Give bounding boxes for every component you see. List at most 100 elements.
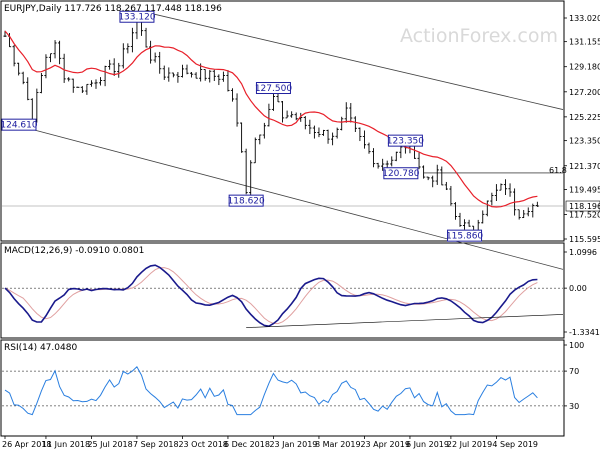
macd-tick-label: 1.0996 — [569, 248, 597, 257]
candle — [240, 122, 244, 153]
candle — [362, 130, 367, 149]
candle — [149, 40, 153, 64]
candle — [494, 184, 498, 202]
time-tick-label: 11 Jun 2018 — [42, 440, 90, 449]
price-tick-label: 119.495 — [569, 186, 600, 195]
candle — [340, 116, 344, 131]
candle — [89, 80, 94, 87]
price-tick-label: 125.225 — [569, 113, 600, 122]
candle — [126, 43, 130, 54]
candle — [326, 129, 330, 144]
candle — [517, 209, 521, 220]
time-tick-label: 23 Jan 2019 — [269, 440, 317, 449]
candle — [158, 51, 162, 74]
price-tick-label: 127.200 — [569, 88, 600, 97]
candle — [290, 111, 294, 118]
candle — [253, 137, 257, 164]
price-tick-label: 115.595 — [569, 235, 600, 244]
channel-upper — [149, 12, 564, 110]
macd-tick-label: 0.00 — [569, 284, 587, 293]
rsi-tick-label: 30 — [569, 402, 579, 411]
candle — [249, 160, 253, 196]
candle — [267, 103, 271, 127]
candle — [80, 86, 84, 93]
candle — [21, 71, 25, 85]
annotation-label: 124.610 — [0, 121, 37, 131]
annotation-rect — [119, 10, 155, 23]
candle — [48, 53, 53, 63]
price-tick-label: 129.180 — [569, 63, 600, 72]
candle — [17, 62, 21, 76]
time-tick-label: 25 Jul 2018 — [87, 440, 132, 449]
macd-main-line — [4, 264, 538, 328]
candle — [508, 183, 512, 197]
candle — [103, 65, 107, 87]
candle — [390, 156, 394, 167]
candle — [467, 219, 471, 227]
annotation-rect — [228, 194, 264, 207]
candle — [481, 210, 485, 224]
candle — [426, 176, 430, 181]
candle — [399, 144, 403, 159]
candle — [522, 210, 526, 219]
candle — [353, 116, 357, 132]
candle — [499, 183, 503, 191]
candle — [317, 127, 321, 138]
time-tick-label: 8 Mar 2019 — [315, 440, 361, 449]
candle — [381, 158, 385, 171]
annotation-rect — [387, 134, 423, 147]
rsi-tick-label: 70 — [569, 367, 579, 376]
candle — [176, 72, 180, 83]
candle — [230, 88, 235, 102]
candle — [26, 77, 30, 101]
rsi-header: RSI(14) 47.0480 — [4, 343, 77, 353]
annotation-box: 127.500 — [255, 82, 292, 95]
candle — [503, 179, 508, 196]
candle — [194, 72, 198, 79]
annotation-rect — [447, 229, 483, 242]
annotation-label: 120.780 — [382, 169, 419, 179]
candle — [417, 152, 421, 170]
price-axis: 133.020 131.155 129.180 127.200 125.225 123.3… — [564, 14, 600, 244]
time-tick-label: 4 Sep 2019 — [492, 440, 538, 449]
candle — [453, 202, 458, 220]
candle — [344, 102, 348, 123]
moving-average — [4, 30, 538, 208]
time-tick-label: 26 Apr 2018 — [2, 440, 51, 449]
annotation-label: 118.620 — [228, 197, 265, 207]
annotation-box: 124.610 — [0, 118, 38, 131]
candle — [535, 201, 539, 207]
annotation-label: 123.350 — [387, 137, 424, 147]
fib-label: 61.8 — [549, 166, 567, 175]
candle — [212, 69, 216, 81]
candle — [221, 71, 225, 82]
last-price-label: 118.196 — [569, 202, 600, 211]
candle — [262, 122, 266, 139]
price-panel-frame — [0, 0, 565, 242]
rsi-panel-frame — [0, 339, 565, 437]
annotation-rect — [383, 167, 419, 180]
candle — [185, 64, 189, 75]
macd-header: MACD(12,26,9) -0.0910 0.0801 — [4, 246, 144, 256]
candle — [358, 127, 362, 142]
candle — [258, 134, 262, 145]
candle — [371, 148, 376, 168]
candle — [108, 59, 112, 70]
candle — [67, 77, 71, 82]
candle — [335, 127, 339, 139]
annotation-label: 133.120 — [118, 13, 155, 23]
macd-trendline — [246, 314, 564, 328]
price-tick-label: 131.155 — [569, 38, 600, 47]
candle — [285, 110, 289, 119]
candle — [244, 148, 248, 195]
annotation-rect — [255, 82, 291, 95]
candle — [280, 101, 285, 123]
annotation-box: 133.120 — [118, 10, 156, 23]
candle — [98, 77, 103, 86]
time-tick-label: 6 Jun 2019 — [406, 440, 449, 449]
candle — [30, 98, 34, 123]
rsi-axis: 100 70 30 — [564, 341, 584, 411]
candle — [167, 67, 171, 82]
candle — [112, 58, 116, 76]
candle — [53, 40, 57, 59]
